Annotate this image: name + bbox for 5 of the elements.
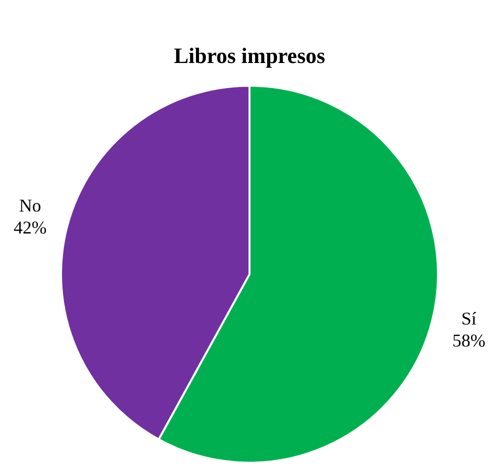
slice-label: Sí <box>461 308 476 328</box>
data-label: 42% <box>14 218 47 238</box>
slice-label: No <box>19 196 42 216</box>
chart-title: Libros impresos <box>174 42 326 68</box>
data-label: 58% <box>452 330 486 350</box>
